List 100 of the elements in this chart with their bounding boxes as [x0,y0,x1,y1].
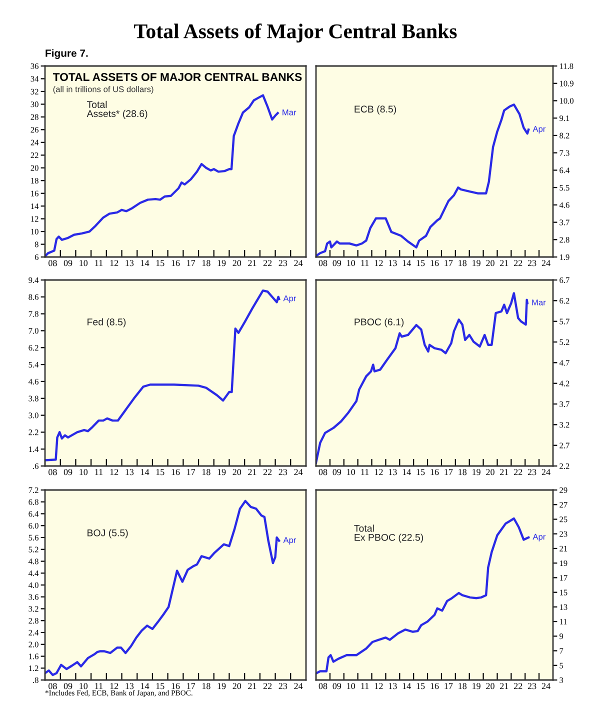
x-tick-label: 20 [232,683,242,690]
y-tick-label: 1.2 [29,666,38,672]
y-tick-label: 22 [30,152,38,158]
y-tick-label: 7.0 [28,328,38,334]
x-tick-label: 16 [172,683,180,690]
y-tick-label: 4.8 [28,558,38,564]
x-tick-label: 19 [472,683,480,690]
y2-tick-label: 17 [560,575,568,581]
y2-tick-label: 5 [560,662,564,668]
x-tick-label: 12 [110,260,118,266]
x-tick-label: 20 [486,260,494,266]
y-tick-label: 6.2 [28,345,38,351]
y-tick-label: 4.4 [28,570,39,576]
x-tick-label: 21 [500,683,508,690]
annotation: ECB (8.5) [354,105,396,114]
x-tick-label: 22 [263,260,272,266]
y-tick-label: 5.6 [28,534,38,541]
y2-tick-label: 4.7 [559,360,570,366]
y-tick-label: 20 [30,165,38,171]
y-tick-label: 8 [34,242,38,248]
x-tick-label: 24 [542,469,550,476]
x-tick-label: 23 [528,683,536,690]
y2-tick-label: 4.6 [559,202,570,208]
x-tick-label: 22 [514,683,522,690]
x-tick-label: 23 [278,469,288,476]
y2-tick-label: 11.8 [560,63,574,70]
x-tick-label: 24 [294,469,303,476]
x-tick-label: 14 [141,683,150,690]
y-tick-label: 24 [30,140,39,146]
x-tick-label: 18 [202,260,210,266]
x-tick-label: 21 [500,469,508,476]
x-tick-label: 14 [402,469,411,476]
x-tick-label: 18 [202,683,210,690]
x-tick-label: 13 [388,683,397,690]
y-tick-label: 26 [30,127,38,133]
x-tick-label: 10 [347,683,356,690]
x-tick-label: 08 [48,683,57,690]
y2-tick-label: 21 [560,546,568,552]
line-series [45,500,280,676]
x-tick-label: 09 [332,260,342,266]
x-tick-label: 20 [486,683,494,690]
x-tick-label: 09 [64,683,72,690]
x-tick-label: 17 [444,683,453,690]
x-tick-label: 12 [375,469,383,476]
y-tick-label: 2.4 [28,630,39,636]
annotation: Total Assets* (28.6) [86,100,148,119]
y-tick-label: 4.0 [28,582,38,588]
x-tick-label: 20 [232,469,242,476]
x-tick-label: 19 [472,469,480,476]
y2-tick-label: 3.7 [560,401,570,408]
annotation: BOJ (5.5) [88,529,128,538]
x-tick-label: 17 [444,260,453,266]
y-tick-label: 1.6 [29,654,38,660]
x-tick-label: 08 [318,469,328,476]
x-tick-label: 18 [458,683,467,690]
y2-tick-label: 5.7 [560,318,570,324]
x-tick-label: 19 [218,683,226,690]
y2-tick-label: 8.2 [560,132,570,138]
x-tick-label: 17 [187,469,196,476]
y2-tick-label: 19 [560,560,568,566]
annotation: PBOC (6.1) [354,318,404,328]
x-tick-label: 14 [402,260,411,266]
y-tick-label: .8 [33,677,38,684]
y-tick-label: 3.2 [28,606,38,612]
y2-tick-label: 4.2 [559,380,570,386]
line-series [316,292,528,464]
x-tick-label: 13 [388,260,397,266]
x-tick-label: 15 [156,683,164,690]
line-series [316,517,530,675]
y-tick-label: 6 [34,254,38,260]
y2-tick-label: 3 [560,677,564,683]
x-tick-label: 24 [542,683,550,690]
x-tick-label: 15 [416,469,425,476]
x-tick-label: 14 [141,469,150,476]
x-tick-label: 10 [80,260,88,266]
y2-tick-label: 2.8 [560,236,570,243]
x-tick-label: 17 [444,469,453,476]
y-tick-label: 5.2 [28,546,38,552]
x-tick-label: 17 [187,683,196,690]
x-tick-label: 12 [375,260,383,266]
x-tick-label: 19 [218,469,226,476]
x-tick-label: 15 [416,260,425,266]
y2-tick-label: 2.7 [560,442,570,448]
x-tick-label: 11 [361,469,369,476]
x-tick-label: 19 [218,260,226,266]
x-tick-label: 13 [126,683,134,690]
x-tick-label: 15 [416,683,425,690]
x-tick-label: 19 [472,260,480,266]
x-tick-label: 09 [64,469,72,476]
x-tick-label: 08 [48,469,57,476]
annotation: Mar [532,300,546,306]
y-tick-label: 1.4 [29,446,39,452]
y2-tick-label: 9 [560,634,564,640]
y2-tick-label: 5.2 [560,339,570,346]
x-tick-label: 10 [347,260,356,266]
annotation: Apr [532,534,546,542]
y2-tick-label: 10.0 [560,98,574,104]
x-tick-label: 23 [528,469,536,476]
annotation: Mar [282,110,296,116]
x-tick-label: 08 [318,683,328,690]
